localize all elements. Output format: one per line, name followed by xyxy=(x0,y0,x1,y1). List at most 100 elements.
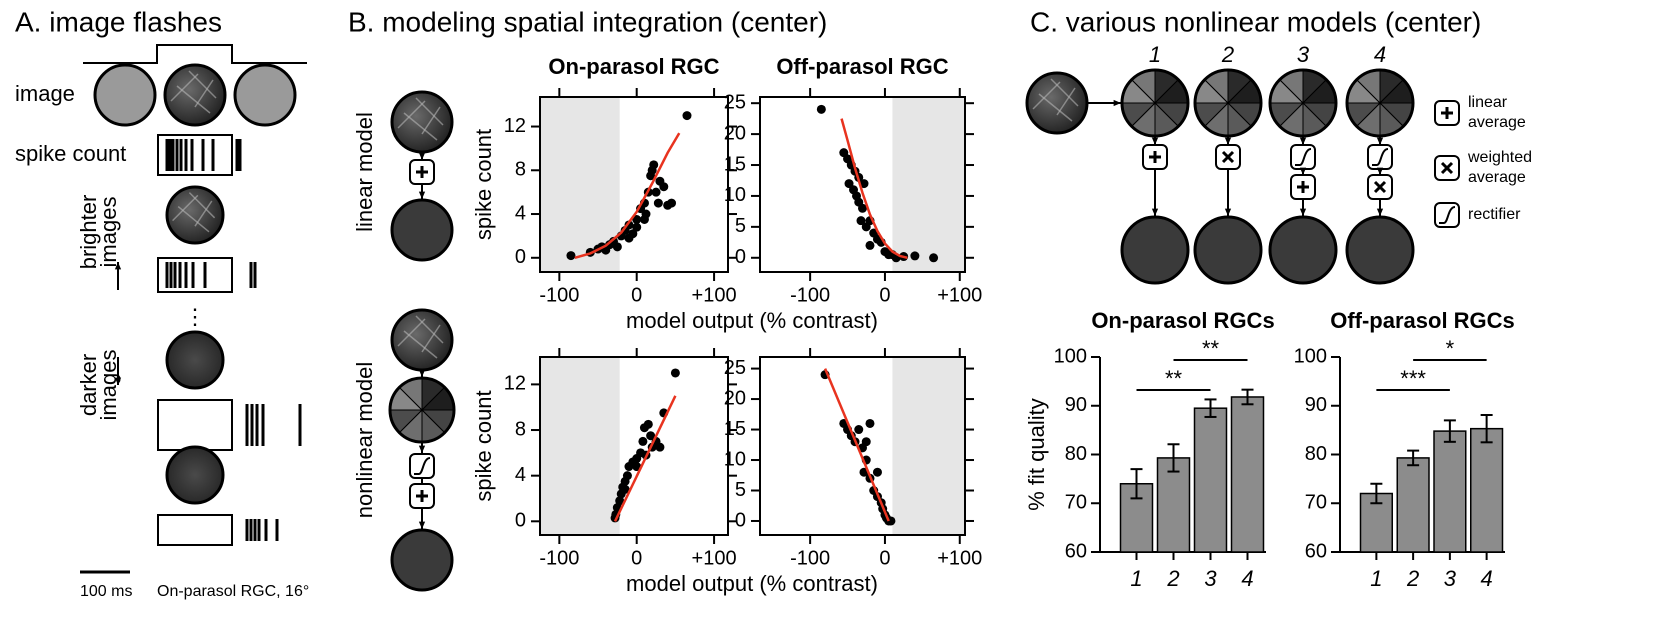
gray-image-icon xyxy=(233,63,297,127)
point xyxy=(566,251,576,261)
chart-title: Off-parasol RGCs xyxy=(1330,308,1515,333)
x-tick-label: +100 xyxy=(937,547,982,569)
rectifier xyxy=(1372,148,1389,166)
arrow-head xyxy=(418,521,426,529)
image-icon xyxy=(163,63,227,127)
x-tick-label: 4 xyxy=(1241,566,1253,591)
y-tick-label: 80 xyxy=(1305,443,1327,465)
row-label: linear model xyxy=(352,112,377,232)
arrow-head xyxy=(1151,208,1159,216)
output-icon xyxy=(1268,215,1338,285)
legend-text: rectifier xyxy=(1468,206,1521,223)
response-box xyxy=(157,257,233,293)
y-tick-label: 70 xyxy=(1065,492,1087,514)
legend-text: average xyxy=(1468,169,1526,186)
point xyxy=(859,179,869,189)
arrow-head xyxy=(1224,137,1232,145)
point xyxy=(865,240,875,250)
x-tick-label: 0 xyxy=(879,284,890,306)
legend-text: weighted xyxy=(1467,149,1532,166)
fit-line xyxy=(840,118,908,259)
texture xyxy=(188,192,216,219)
texture xyxy=(415,315,444,344)
texture xyxy=(1056,87,1076,116)
arrow-head xyxy=(114,377,122,385)
x-axis-label: model output (% contrast) xyxy=(626,571,878,596)
arrow-head xyxy=(1224,208,1232,216)
plot-frame xyxy=(539,96,729,273)
x-tick-label: 0 xyxy=(879,547,890,569)
output-icon xyxy=(390,198,454,262)
texture xyxy=(1050,78,1079,107)
y-tick-label: 15 xyxy=(724,153,746,175)
point xyxy=(844,179,854,189)
times xyxy=(1440,161,1454,175)
scale-label: 100 ms xyxy=(80,583,132,600)
output-icon xyxy=(1345,215,1415,285)
arrow-head xyxy=(114,262,122,270)
chart-title: On-parasol RGCs xyxy=(1091,308,1274,333)
arrow-head xyxy=(1113,99,1121,107)
model-number: 2 xyxy=(1221,42,1234,67)
texture xyxy=(397,318,426,347)
op-box xyxy=(409,453,435,479)
texture xyxy=(170,73,199,102)
chart-title: On-parasol RGC xyxy=(548,54,719,79)
point xyxy=(856,216,866,226)
x-tick-label: -100 xyxy=(539,547,579,569)
y-tick-label: 5 xyxy=(735,479,746,501)
point xyxy=(653,198,663,208)
arrow-head xyxy=(418,445,426,453)
fit-line xyxy=(613,395,677,522)
y-tick-label: 25 xyxy=(724,91,746,113)
y-tick-label: 4 xyxy=(515,464,526,486)
panel-title: B. modeling spatial integration (center) xyxy=(348,6,827,37)
texture xyxy=(194,200,213,227)
bar xyxy=(1433,430,1467,553)
texture xyxy=(415,97,444,126)
texture xyxy=(188,70,217,99)
point xyxy=(632,215,642,224)
shaded-region xyxy=(892,357,965,535)
rectifier xyxy=(414,457,431,475)
point xyxy=(620,484,630,494)
x-tick-label: 2 xyxy=(1406,566,1419,591)
y-tick-label: 60 xyxy=(1065,540,1087,562)
arrow-head xyxy=(1151,137,1159,145)
y-tick-label: 15 xyxy=(724,418,746,440)
texture xyxy=(421,324,441,353)
op-box xyxy=(1367,144,1393,170)
y-tick-label: 0 xyxy=(735,246,746,268)
x-tick-label: 3 xyxy=(1204,566,1217,591)
stimulus-trace xyxy=(83,44,307,64)
image-icon xyxy=(165,445,225,505)
x-tick-label: -100 xyxy=(790,547,830,569)
y-tick-label: 20 xyxy=(724,122,746,144)
y-tick-label: 12 xyxy=(504,373,526,395)
side-label: brighter xyxy=(76,195,101,270)
point xyxy=(682,111,692,121)
arrow-head xyxy=(1376,208,1384,216)
y-tick-label: 90 xyxy=(1305,394,1327,416)
x-tick-label: +100 xyxy=(937,284,982,306)
point xyxy=(649,160,659,170)
point xyxy=(861,437,871,447)
x-tick-label: 2 xyxy=(1166,566,1179,591)
point xyxy=(659,182,669,192)
arrow-head xyxy=(1299,167,1307,175)
texture xyxy=(397,100,426,129)
bar xyxy=(1396,457,1430,553)
response-box xyxy=(157,134,233,176)
op-box xyxy=(1290,144,1316,170)
point xyxy=(667,198,677,208)
fit-line xyxy=(574,132,681,259)
image-icon xyxy=(390,90,454,154)
model-number: 1 xyxy=(1149,42,1161,67)
ellipsis: ⋮ xyxy=(184,304,206,329)
point xyxy=(639,215,649,224)
image-icon xyxy=(1025,71,1089,135)
response-box xyxy=(157,399,233,451)
y-tick-label: 5 xyxy=(735,215,746,237)
point xyxy=(624,233,634,243)
